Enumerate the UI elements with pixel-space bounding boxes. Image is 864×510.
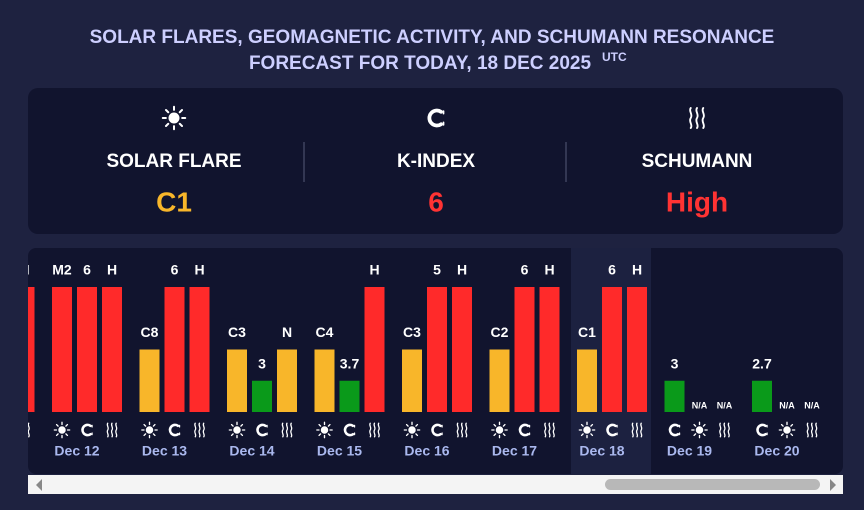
title-line: FORECAST FOR TODAY, 18 DEC 2025 (249, 53, 592, 74)
bar (577, 349, 597, 412)
bar-label: H (19, 262, 29, 278)
bar (514, 287, 535, 412)
summary-label: K-INDEX (397, 151, 475, 172)
summary-value: C1 (156, 186, 192, 217)
bar (102, 287, 122, 412)
bar-label: N/A (779, 400, 795, 410)
summary-label: SCHUMANN (642, 151, 753, 172)
bar-label: 3.7 (340, 355, 360, 371)
icon (778, 421, 796, 439)
bar-label: 2.7 (752, 355, 772, 371)
bar (489, 349, 510, 412)
bar (627, 287, 647, 412)
date-label: Dec 17 (492, 443, 537, 459)
icon (53, 421, 71, 439)
bar-label: C3 (228, 324, 246, 340)
bar (402, 349, 422, 412)
bar-label: 5 (433, 262, 441, 278)
bar-label: H (369, 262, 379, 278)
bar-label: N/A (804, 400, 820, 410)
bar-label: 3 (671, 355, 679, 371)
date-label: Dec 14 (229, 443, 274, 459)
bar (77, 287, 97, 412)
bar-label: N/A (692, 400, 708, 410)
bar (539, 287, 560, 412)
icon (141, 421, 158, 439)
icon (578, 421, 596, 439)
icon (403, 421, 421, 439)
bar (364, 287, 385, 412)
bar (252, 380, 272, 412)
bar-label: 6 (521, 262, 529, 278)
bar-label: 6 (171, 262, 179, 278)
date-label: Dec 12 (54, 443, 99, 459)
bar (452, 287, 472, 412)
bar (314, 349, 335, 412)
bar-label: M2 (52, 262, 72, 278)
icon (228, 421, 246, 439)
bar-label: H (194, 262, 204, 278)
scroll-left[interactable] (36, 479, 42, 491)
bar-label: H (457, 262, 467, 278)
bar-label: N (282, 324, 292, 340)
bar (427, 287, 447, 412)
icon (491, 421, 508, 439)
summary-value: 6 (428, 186, 444, 217)
date-label: Dec 19 (667, 443, 712, 459)
bar (339, 380, 360, 412)
bar-label: 6 (83, 262, 91, 278)
bar (52, 287, 72, 412)
bar (664, 380, 685, 412)
title-sup: UTC (602, 50, 627, 64)
bar (602, 287, 622, 412)
bar (227, 349, 247, 412)
date-label: Dec 13 (142, 443, 187, 459)
bar (752, 380, 772, 412)
bar (139, 349, 160, 412)
icon (691, 421, 708, 439)
scroll-thumb[interactable] (605, 479, 820, 490)
bar (189, 287, 210, 412)
date-label: Dec 20 (754, 443, 799, 459)
bar-label: N/A (717, 400, 733, 410)
bar-label: C8 (141, 324, 159, 340)
bar-label: C2 (491, 324, 509, 340)
bar-label: 6 (608, 262, 616, 278)
bar (277, 349, 297, 412)
date-label: Dec 16 (404, 443, 449, 459)
icon (161, 105, 187, 131)
bar-label: C3 (403, 324, 421, 340)
bar (28, 287, 35, 412)
date-label: Dec 18 (579, 443, 624, 459)
bar-label: 3 (258, 355, 266, 371)
summary-panel (28, 88, 843, 234)
icon (316, 421, 333, 439)
bar-label: H (632, 262, 642, 278)
date-label: Dec 15 (317, 443, 362, 459)
bar-label: H (107, 262, 117, 278)
scroll-right[interactable] (830, 479, 836, 491)
title-line: SOLAR FLARES, GEOMAGNETIC ACTIVITY, AND … (90, 27, 775, 48)
bar (164, 287, 185, 412)
bar-label: C1 (578, 324, 596, 340)
bar-label: C4 (316, 324, 334, 340)
bar-label: H (544, 262, 554, 278)
icon (28, 422, 30, 438)
summary-label: SOLAR FLARE (106, 151, 241, 172)
summary-value: High (666, 186, 728, 217)
